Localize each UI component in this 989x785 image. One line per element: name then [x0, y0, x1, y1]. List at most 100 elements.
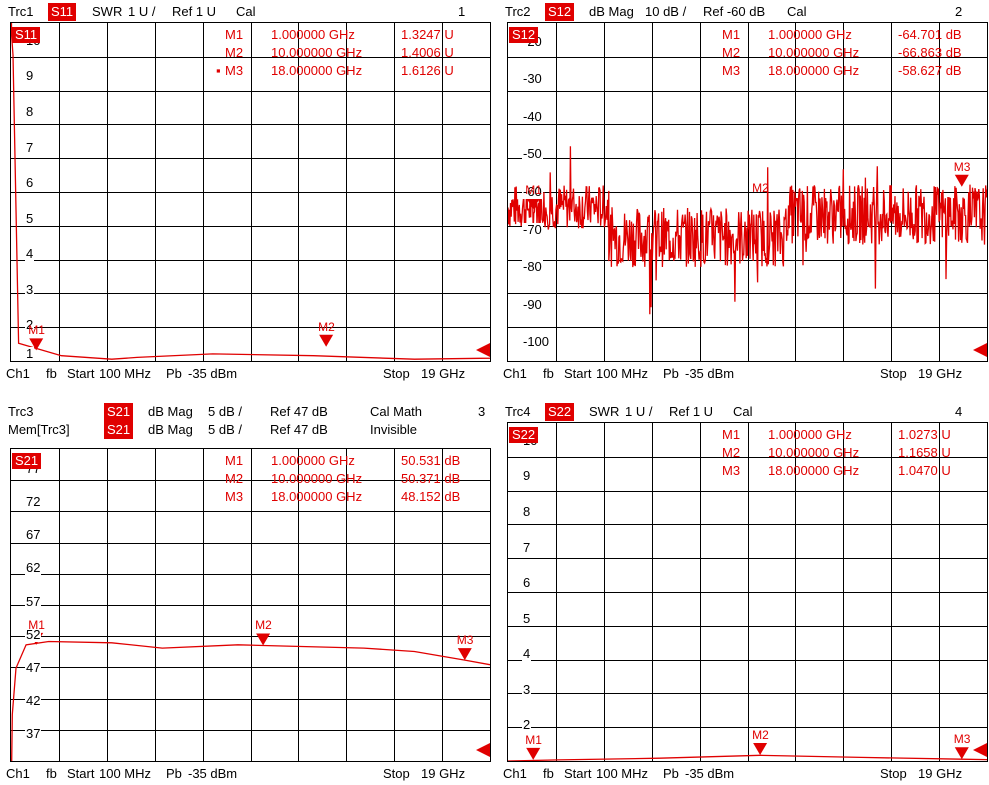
header-field: Trc2 [505, 4, 531, 19]
marker-label-m2[interactable]: M2 [752, 727, 769, 742]
y-tick-label: -90 [522, 296, 543, 312]
marker-freq: 1.000000 GHz [768, 427, 852, 442]
sparam-badge[interactable]: S21 [104, 403, 134, 421]
footer-pb: Pb [663, 766, 679, 781]
footer-pb: Pb [166, 366, 182, 381]
marker-freq: 18.000000 GHz [768, 463, 860, 478]
channel-footer: Ch1 fb Start 100 MHz Pb -35 dBm Stop 19 GHz [497, 365, 986, 383]
trace-sparam-badge[interactable]: S22 [509, 427, 539, 443]
channel-footer: Ch1 fb Start 100 MHz Pb -35 dBm Stop 19 GHz [497, 765, 986, 783]
y-tick-label: 42 [25, 693, 42, 709]
marker-info-row: M2 10.000000 GHz -66.863 dB [508, 45, 987, 61]
measurement-trace [508, 754, 987, 761]
marker-val: 1.3247 U [401, 27, 454, 42]
marker-label-m3[interactable]: M3 [456, 633, 474, 648]
sparam-badge[interactable]: S21 [104, 421, 134, 439]
plot-area[interactable]: 777267625752474237M1M2M3S21M11.000000 GH… [10, 448, 491, 762]
header-field: 5 dB / [208, 404, 242, 419]
plot-area[interactable]: 1098765432M1M2M3S22M11.000000 GHz1.0273 … [507, 422, 988, 762]
marker-freq: 1.000000 GHz [271, 453, 355, 468]
grid-and-trace [508, 23, 987, 361]
marker-label-m1[interactable]: M1 [28, 617, 45, 632]
footer-stop-val: 19 GHz [421, 366, 466, 381]
marker-triangle [457, 648, 472, 661]
sparam-badge[interactable]: S22 [545, 403, 575, 421]
measurement-trace [11, 23, 490, 360]
y-tick-label: -80 [522, 259, 543, 275]
trace-sparam-badge[interactable]: S12 [509, 27, 539, 43]
marker-freq: 18.000000 GHz [271, 489, 363, 504]
marker-label-m2[interactable]: M2 [752, 180, 769, 195]
plot-area[interactable]: -20-30-40-50-60-70-80-90-100M1M2M3S12M11… [507, 22, 988, 362]
y-tick-label: 72 [25, 494, 42, 510]
header-field: SWR [92, 4, 123, 19]
y-tick-label: 7 [522, 539, 532, 555]
y-tick-label: 9 [25, 68, 35, 84]
reference-position-icon [973, 743, 987, 757]
marker-info-row: M3 18.000000 GHz 1.0470 U [508, 463, 987, 479]
trace-sparam-badge[interactable]: S11 [12, 27, 41, 43]
marker-label-m3[interactable]: M3 [953, 159, 971, 174]
y-tick-label: 3 [25, 281, 35, 297]
header-field: dB Mag [589, 4, 634, 19]
plot-area[interactable]: 10987654321M1M2M3S11M11.000000 GHz1.3247… [10, 22, 491, 362]
marker-label-m3[interactable]: M3 [953, 732, 971, 747]
y-tick-label: 4 [25, 246, 35, 262]
trace-header: Trc3 S21 dB Mag 5 dB / Ref 47 dB Cal Math 3 [0, 403, 489, 421]
marker-n: M1 [722, 427, 741, 442]
marker-label-m2[interactable]: M2 [318, 319, 335, 334]
header-field: dB Mag [148, 404, 193, 419]
footer-start-val: 100 MHz [596, 766, 649, 781]
footer-power: -35 dBm [685, 366, 735, 381]
footer-fb: fb [46, 766, 57, 781]
trace-sparam-badge[interactable]: S21 [12, 453, 42, 469]
y-tick-label: 2 [522, 717, 532, 733]
y-tick-label: 5 [522, 610, 532, 626]
y-tick-label: -30 [522, 71, 543, 87]
marker-freq: 1.000000 GHz [768, 27, 852, 42]
sparam-badge[interactable]: S11 [48, 3, 77, 21]
marker-info-row: ▪ M3 18.000000 GHz 1.6126 U [11, 63, 490, 79]
grid-and-trace [11, 23, 490, 361]
header-field: Trc1 [8, 4, 34, 19]
footer-stop-val: 19 GHz [421, 766, 466, 781]
trace-panel-3[interactable]: Trc3 S21 dB Mag 5 dB / Ref 47 dB Cal Math 3 Mem… [0, 400, 491, 785]
marker-freq: 10.000000 GHz [768, 445, 860, 460]
sparam-badge[interactable]: S12 [545, 3, 575, 21]
marker-label-m1[interactable]: M1 [525, 732, 542, 747]
y-tick-label: 3 [522, 681, 532, 697]
marker-val: 1.0273 U [898, 427, 951, 442]
grid-and-trace [508, 423, 987, 761]
marker-label-m1[interactable]: M1 [28, 323, 45, 338]
trace-header: Trc4 S22 SWR 1 U / Ref 1 U Cal 4 [497, 403, 986, 421]
marker-label-m1[interactable]: M1 [525, 182, 542, 197]
y-tick-label: -60 [522, 184, 543, 199]
marker-label-m2[interactable]: M2 [255, 618, 272, 633]
marker-n: M1 [225, 27, 244, 42]
header-field: Cal [787, 4, 807, 19]
y-tick-label: 4 [522, 646, 532, 662]
header-field: 2 [955, 4, 963, 19]
y-tick-label: 6 [25, 175, 35, 191]
footer-ch: Ch1 [6, 766, 30, 781]
marker-n: M1 [225, 453, 244, 468]
header-field: Cal [236, 4, 256, 19]
footer-fb: fb [543, 366, 554, 381]
footer-stop: Stop [383, 366, 410, 381]
y-tick-label: 7 [25, 139, 35, 155]
marker-info-row: M2 10.000000 GHz 1.1658 U [508, 445, 987, 461]
marker-freq: 1.000000 GHz [271, 27, 355, 42]
trace-header: Trc2 S12 dB Mag 10 dB / Ref -60 dB Cal 2 [497, 3, 986, 21]
header-field: Invisible [370, 422, 417, 437]
y-tick-label: -100 [522, 334, 551, 350]
marker-triangle [753, 742, 768, 755]
marker-val: 50.371 dB [401, 471, 461, 486]
y-tick-label: 1 [25, 346, 35, 361]
footer-ch: Ch1 [503, 366, 527, 381]
marker-freq: 18.000000 GHz [768, 63, 860, 78]
marker-freq: 10.000000 GHz [768, 45, 860, 60]
header-field: 1 U / [625, 404, 653, 419]
